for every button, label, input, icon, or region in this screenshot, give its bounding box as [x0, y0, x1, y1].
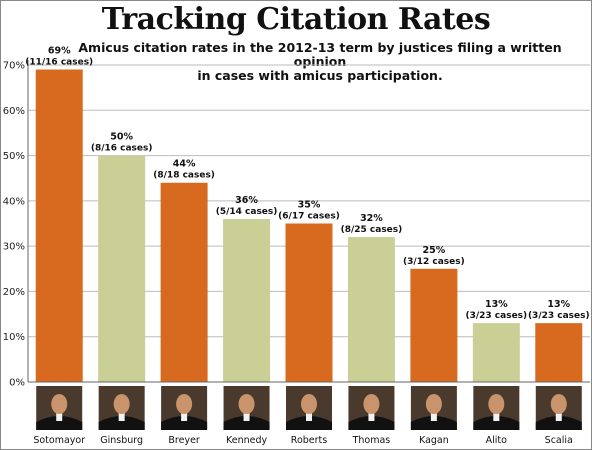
y-tick-label: 20% — [3, 287, 25, 298]
case-label-ginsburg: (8/16 cases) — [91, 144, 153, 154]
case-label-scalia: (3/23 cases) — [528, 311, 590, 321]
portrait-robe-alito — [473, 416, 520, 430]
category-label-sotomayor: Sotomayor — [33, 435, 85, 446]
bar-kennedy — [223, 218, 271, 382]
case-label-kagan: (3/12 cases) — [403, 257, 465, 267]
bar-sotomayor — [35, 69, 83, 383]
portrait-face-alito — [488, 394, 505, 414]
portrait-collar-breyer — [181, 413, 188, 421]
value-label-alito: 13% — [485, 299, 508, 310]
portrait-collar-kennedy — [243, 413, 250, 421]
bar-alito — [472, 323, 520, 382]
y-tick-label: 60% — [3, 106, 25, 117]
value-label-roberts: 35% — [298, 200, 321, 211]
portrait-face-kagan — [425, 394, 442, 414]
case-label-alito: (3/23 cases) — [465, 311, 527, 321]
portrait-robe-scalia — [535, 416, 582, 430]
bar-kagan — [410, 268, 458, 382]
case-label-kennedy: (5/14 cases) — [216, 207, 278, 217]
category-label-thomas: Thomas — [352, 435, 391, 446]
portrait-robe-kennedy — [223, 416, 270, 430]
bar-roberts — [285, 223, 333, 382]
portrait-face-sotomayor — [51, 394, 68, 414]
portrait-face-thomas — [363, 394, 380, 414]
y-tick-label: 0% — [9, 378, 25, 389]
case-label-sotomayor: (11/16 cases) — [25, 58, 93, 68]
category-label-roberts: Roberts — [291, 435, 327, 446]
bar-ginsburg — [98, 155, 146, 382]
y-tick-label: 50% — [3, 151, 25, 162]
category-label-ginsburg: Ginsburg — [100, 435, 143, 446]
portrait-face-breyer — [176, 394, 193, 414]
value-label-ginsburg: 50% — [110, 132, 133, 143]
case-label-roberts: (6/17 cases) — [278, 212, 340, 222]
portrait-robe-breyer — [161, 416, 208, 430]
portrait-collar-alito — [493, 413, 500, 421]
category-label-alito: Alito — [486, 435, 508, 446]
y-tick-label: 40% — [3, 196, 25, 207]
portrait-robe-thomas — [348, 416, 395, 430]
bar-scalia — [535, 323, 583, 382]
portrait-robe-roberts — [286, 416, 332, 430]
portrait-face-ginsburg — [113, 394, 130, 414]
bar-thomas — [347, 237, 395, 382]
portrait-robe-kagan — [410, 416, 457, 430]
portrait-robe-ginsburg — [98, 416, 145, 430]
y-tick-label: 10% — [3, 332, 25, 343]
portrait-face-scalia — [550, 394, 567, 414]
y-tick-label: 70% — [3, 61, 25, 72]
portrait-collar-sotomayor — [56, 413, 63, 421]
y-tick-label: 30% — [3, 242, 25, 253]
portrait-collar-ginsburg — [118, 413, 125, 421]
value-label-thomas: 32% — [360, 213, 383, 224]
category-label-kagan: Kagan — [419, 435, 449, 446]
category-label-scalia: Scalia — [545, 435, 573, 446]
portrait-face-kennedy — [238, 394, 255, 414]
portrait-collar-scalia — [555, 413, 562, 421]
portrait-collar-kagan — [430, 413, 437, 421]
value-label-scalia: 13% — [547, 299, 570, 310]
value-label-kennedy: 36% — [235, 195, 258, 206]
category-label-kennedy: Kennedy — [226, 435, 268, 446]
case-label-thomas: (8/25 cases) — [341, 225, 403, 235]
value-label-kagan: 25% — [423, 245, 446, 256]
subtitle-line-2: in cases with amicus participation. — [197, 68, 443, 83]
portrait-collar-roberts — [306, 413, 312, 421]
portrait-robe-sotomayor — [36, 416, 83, 430]
case-label-breyer: (8/18 cases) — [153, 171, 215, 181]
bar-breyer — [160, 182, 208, 382]
category-label-breyer: Breyer — [168, 435, 200, 446]
value-label-breyer: 44% — [173, 159, 196, 170]
portrait-face-roberts — [301, 394, 317, 414]
portrait-collar-thomas — [368, 413, 375, 421]
value-label-sotomayor: 69% — [48, 46, 71, 57]
chart-title: Tracking Citation Rates — [101, 2, 491, 37]
